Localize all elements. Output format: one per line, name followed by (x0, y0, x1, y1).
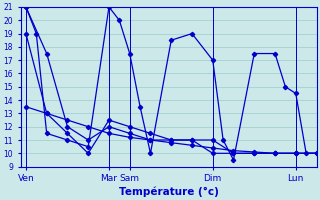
X-axis label: Température (°c): Température (°c) (119, 186, 219, 197)
